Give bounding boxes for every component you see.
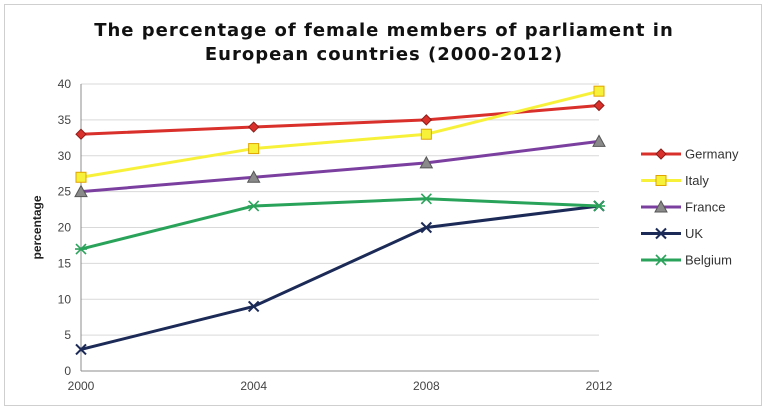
legend-marker-uk-stroke — [655, 227, 667, 240]
legend-item-belgium: Belgium — [641, 253, 732, 268]
series-line-italy — [80, 89, 600, 179]
data-point-france — [592, 134, 606, 147]
legend-marker-belgium — [655, 254, 667, 266]
line-chart: 0 5 10 15 20 25 30 35 40 2000 2004 2008 2012 percenta… — [30, 77, 739, 393]
series-italy — [75, 85, 605, 183]
legend-label-uk: UK — [685, 226, 703, 241]
y-tick-label: 30 — [58, 149, 72, 163]
chart-title-line-1: The percentage of female members of parl… — [94, 20, 674, 41]
data-point-belgium — [75, 243, 87, 255]
y-tick-label: 0 — [64, 364, 71, 378]
legend-item-italy: Italy — [641, 173, 709, 188]
data-point-belgium — [247, 200, 260, 212]
y-tick-label: 20 — [58, 221, 72, 235]
data-point-belgium — [593, 200, 605, 212]
x-tick-label: 2008 — [413, 379, 440, 393]
data-point-france — [74, 184, 88, 198]
data-point-uk — [420, 221, 433, 234]
legend-marker-uk — [655, 227, 667, 240]
series-line-france — [80, 139, 600, 194]
chart-title-line-2: European countries (2000-2012) — [204, 44, 564, 65]
legend-marker-italy — [655, 175, 667, 186]
y-tick-label: 40 — [58, 77, 72, 91]
y-tick-label: 35 — [58, 113, 72, 127]
legend-item-uk: UK — [641, 226, 703, 241]
y-tick-label: 5 — [64, 328, 71, 342]
data-point-belgium — [420, 193, 433, 205]
y-tick-label: 10 — [58, 292, 72, 306]
legend-item-germany: Germany — [641, 147, 739, 162]
legend-label-france: France — [685, 200, 725, 215]
data-point-germany — [247, 121, 260, 133]
legend-marker-france — [654, 199, 668, 213]
legend: Germany Italy France UK Belgium — [641, 147, 739, 268]
data-point-uk-stroke — [247, 300, 260, 313]
legend-label-germany: Germany — [685, 147, 739, 162]
data-point-germany — [75, 128, 87, 140]
data-point-germany — [420, 114, 433, 126]
data-point-uk-stroke — [420, 221, 433, 234]
x-tick-label: 2012 — [586, 379, 613, 393]
data-point-italy — [420, 128, 432, 140]
data-point-uk — [247, 300, 260, 313]
data-point-germany — [593, 99, 605, 112]
x-tick-label: 2000 — [68, 379, 95, 393]
data-point-uk-stroke — [75, 343, 87, 356]
legend-item-france: France — [641, 200, 725, 215]
data-point-italy — [75, 171, 87, 183]
legend-label-belgium: Belgium — [685, 253, 732, 268]
data-point-france — [246, 170, 261, 183]
legend-label-italy: Italy — [685, 173, 709, 188]
x-tick-label: 2004 — [240, 379, 267, 393]
data-point-italy — [248, 143, 260, 155]
y-axis-label: percentage — [30, 195, 44, 259]
series-line-belgium — [80, 197, 600, 251]
legend-marker-germany — [655, 148, 667, 160]
y-tick-label: 25 — [58, 185, 72, 199]
series-belgium — [75, 193, 605, 255]
data-point-france — [419, 155, 434, 169]
y-tick-label: 15 — [58, 256, 72, 270]
series-uk — [75, 200, 605, 356]
chart-frame: The percentage of female members of parl… — [4, 4, 762, 406]
series-france — [74, 134, 606, 198]
data-point-uk — [75, 343, 87, 356]
data-point-italy — [593, 85, 605, 97]
chart-title: The percentage of female members of parl… — [5, 19, 763, 67]
series-line-uk — [80, 204, 600, 351]
